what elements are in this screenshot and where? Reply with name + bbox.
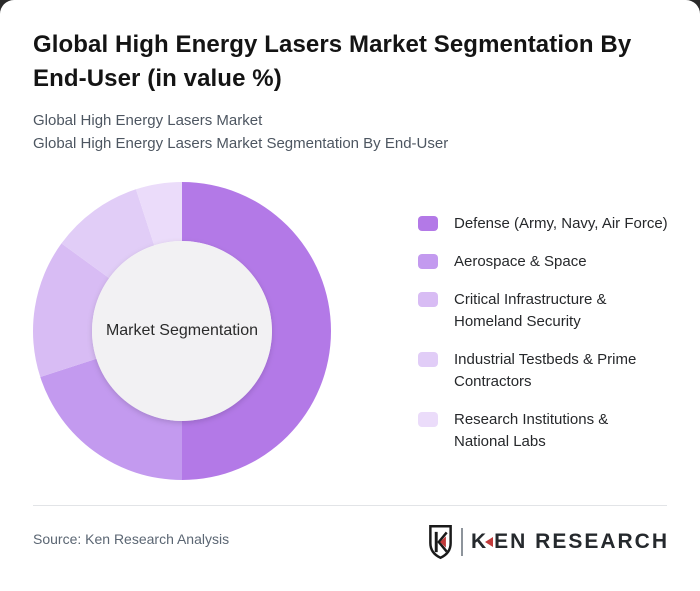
ken-research-shield-icon (429, 525, 452, 560)
legend-label: Critical Infrastructure & Homeland Secur… (454, 291, 607, 330)
subtitle-line-2: Global High Energy Lasers Market Segment… (33, 135, 449, 152)
legend-label: Research Institutions & National Labs (454, 411, 609, 450)
logo-wordmark: K EN RESEARCH (471, 530, 669, 554)
donut-slice[interactable] (135, 182, 182, 246)
logo-k: K (470, 530, 489, 553)
donut-slice[interactable] (182, 182, 331, 480)
footer-divider (33, 505, 667, 506)
donut-slices (33, 182, 331, 480)
legend-swatch (418, 412, 438, 427)
legend-swatch (418, 254, 438, 269)
donut-slice[interactable] (33, 243, 110, 378)
legend-item[interactable]: Aerospace & Space (418, 251, 673, 273)
legend-label: Aerospace & Space (454, 253, 587, 270)
page-title: Global High Energy Lasers Market Segment… (33, 31, 632, 92)
legend-swatch (418, 216, 438, 231)
legend: Defense (Army, Navy, Air Force) Aerospace… (418, 213, 673, 453)
donut-chart-svg (33, 182, 331, 480)
logo-red-triangle-icon (485, 537, 494, 547)
subtitle-block: Global High Energy Lasers Market Global … (33, 109, 448, 155)
legend-item[interactable]: Research Institutions & National Labs (418, 409, 673, 453)
logo-separator (460, 528, 463, 556)
legend-label: Industrial Testbeds & Prime Contractors (454, 351, 637, 390)
donut-chart: Market Segmentation (32, 181, 332, 481)
logo-rest: EN RESEARCH (494, 530, 669, 553)
legend-swatch (418, 292, 438, 307)
legend-swatch (418, 352, 438, 367)
legend-item[interactable]: Critical Infrastructure & Homeland Secur… (418, 289, 673, 333)
donut-slice[interactable] (61, 189, 155, 279)
donut-center-circle (92, 241, 272, 421)
legend-item[interactable]: Defense (Army, Navy, Air Force) (418, 213, 673, 235)
ken-research-logo: K EN RESEARCH (427, 523, 669, 561)
legend-label: Defense (Army, Navy, Air Force) (454, 215, 668, 232)
source-text: Source: Ken Research Analysis (33, 531, 230, 547)
legend-item[interactable]: Industrial Testbeds & Prime Contractors (418, 349, 673, 393)
donut-slice[interactable] (40, 358, 183, 480)
subtitle-line-1: Global High Energy Lasers Market (33, 112, 263, 129)
